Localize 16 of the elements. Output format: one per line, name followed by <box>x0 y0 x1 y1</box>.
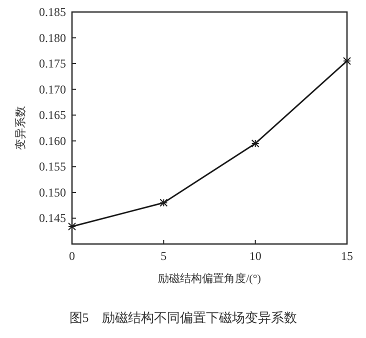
y-tick-label: 0.150 <box>39 185 66 200</box>
caption: 图5 励磁结构不同偏置下磁场变异系数 <box>69 310 297 325</box>
y-tick-label: 0.145 <box>39 211 66 226</box>
y-tick-label: 0.170 <box>39 82 66 96</box>
y-tick-label: 0.165 <box>39 108 66 122</box>
y-tick-label: 0.180 <box>39 30 66 45</box>
y-tick-label: 0.155 <box>39 160 66 174</box>
y-tick-label: 0.185 <box>39 5 66 19</box>
x-tick-label: 5 <box>160 249 167 263</box>
y-tick-label: 0.160 <box>39 134 66 148</box>
y-axis-title: 变异系数 <box>14 106 27 150</box>
y-tick-label: 0.175 <box>39 56 66 71</box>
x-tick-label: 0 <box>69 249 75 263</box>
x-tick-label: 10 <box>249 249 262 263</box>
x-tick-label: 15 <box>341 249 353 263</box>
x-axis-title: 励磁结构偏置角度/(°) <box>158 272 262 285</box>
